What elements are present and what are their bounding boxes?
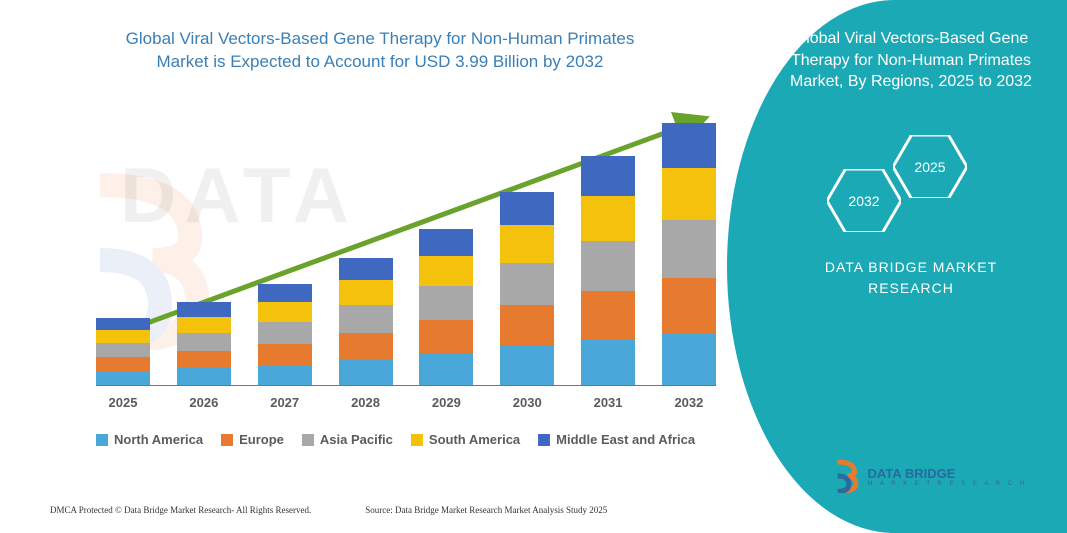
segment-north-america (96, 371, 150, 385)
segment-north-america (339, 360, 393, 385)
segment-middle-east-and-africa (662, 123, 716, 168)
footer-copyright: DMCA Protected © Data Bridge Market Rese… (50, 505, 311, 515)
brand-logo-sub: M A R K E T R E S E A R C H (868, 481, 1027, 487)
segment-north-america (500, 345, 554, 385)
legend-item-south-america: South America (411, 432, 520, 447)
legend-swatch (538, 434, 550, 446)
segment-middle-east-and-africa (258, 284, 312, 302)
segment-south-america (581, 196, 635, 241)
side-brand-line1: DATA BRIDGE MARKET (775, 257, 1047, 278)
legend-swatch (302, 434, 314, 446)
segment-south-america (662, 168, 716, 220)
hex-label-2025: 2025 (914, 159, 945, 175)
legend-item-middle-east-and-africa: Middle East and Africa (538, 432, 695, 447)
segment-asia-pacific (500, 263, 554, 305)
side-panel: Global Viral Vectors-Based Gene Therapy … (727, 0, 1067, 533)
x-label: 2031 (581, 395, 635, 410)
x-label: 2028 (339, 395, 393, 410)
footer-source: Source: Data Bridge Market Research Mark… (365, 505, 607, 515)
hex-label-2032: 2032 (848, 193, 879, 209)
bar-2025 (96, 318, 150, 385)
legend-item-europe: Europe (221, 432, 284, 447)
legend-label: South America (429, 432, 520, 447)
segment-asia-pacific (339, 305, 393, 333)
bar-2028 (339, 258, 393, 385)
bar-2030 (500, 192, 554, 385)
segment-europe (96, 357, 150, 371)
x-axis-labels: 2025 2026 2027 2028 2029 2030 2031 2032 (96, 395, 716, 410)
segment-middle-east-and-africa (500, 192, 554, 225)
segment-north-america (581, 339, 635, 385)
segment-south-america (96, 330, 150, 343)
chart-title: Global Viral Vectors-Based Gene Therapy … (0, 0, 760, 74)
segment-asia-pacific (419, 286, 473, 320)
segment-asia-pacific (258, 322, 312, 344)
legend-label: North America (114, 432, 203, 447)
segment-south-america (419, 256, 473, 286)
footer: DMCA Protected © Data Bridge Market Rese… (50, 505, 750, 515)
brand-logo-icon (832, 459, 860, 493)
x-label: 2029 (419, 395, 473, 410)
x-label: 2032 (662, 395, 716, 410)
hexagon-group: 2032 2025 (775, 121, 1047, 251)
segment-middle-east-and-africa (339, 258, 393, 280)
chart-container: 2025 2026 2027 2028 2029 2030 2031 2032 (96, 110, 716, 410)
bar-2032 (662, 123, 716, 385)
legend: North America Europe Asia Pacific South Ame… (96, 432, 716, 447)
side-panel-title: Global Viral Vectors-Based Gene Therapy … (775, 28, 1047, 93)
segment-europe (419, 320, 473, 353)
x-label: 2026 (177, 395, 231, 410)
segment-asia-pacific (662, 220, 716, 278)
x-label: 2025 (96, 395, 150, 410)
x-label: 2027 (258, 395, 312, 410)
segment-south-america (500, 225, 554, 263)
segment-middle-east-and-africa (419, 229, 473, 256)
segment-europe (500, 305, 554, 345)
segment-middle-east-and-africa (96, 318, 150, 330)
main-chart-area: DATA Global Viral Vectors-Based Gene The… (0, 0, 760, 533)
bars-row (96, 126, 716, 386)
legend-label: Europe (239, 432, 284, 447)
bar-2031 (581, 156, 635, 385)
segment-north-america (662, 333, 716, 385)
segment-asia-pacific (96, 343, 150, 357)
segment-north-america (419, 353, 473, 385)
segment-europe (662, 278, 716, 333)
segment-north-america (177, 368, 231, 385)
segment-europe (177, 351, 231, 368)
segment-europe (339, 333, 393, 360)
side-brand-line2: RESEARCH (775, 278, 1047, 299)
segment-middle-east-and-africa (581, 156, 635, 196)
legend-label: Middle East and Africa (556, 432, 695, 447)
segment-south-america (339, 280, 393, 305)
segment-north-america (258, 365, 312, 385)
segment-south-america (177, 317, 231, 333)
segment-asia-pacific (177, 333, 231, 351)
segment-asia-pacific (581, 241, 635, 291)
side-brand: DATA BRIDGE MARKET RESEARCH (775, 257, 1047, 299)
legend-item-north-america: North America (96, 432, 203, 447)
legend-swatch (411, 434, 423, 446)
legend-label: Asia Pacific (320, 432, 393, 447)
brand-logo: DATA BRIDGE M A R K E T R E S E A R C H (832, 459, 1027, 493)
legend-swatch (96, 434, 108, 446)
legend-swatch (221, 434, 233, 446)
bar-2026 (177, 302, 231, 385)
segment-south-america (258, 302, 312, 322)
bar-2029 (419, 229, 473, 385)
brand-logo-main: DATA BRIDGE (868, 466, 956, 481)
bar-2027 (258, 284, 312, 385)
segment-europe (258, 344, 312, 365)
segment-middle-east-and-africa (177, 302, 231, 317)
segment-europe (581, 291, 635, 339)
hexagon-2032: 2032 (827, 169, 901, 233)
hexagon-2025: 2025 (893, 135, 967, 199)
x-label: 2030 (500, 395, 554, 410)
legend-item-asia-pacific: Asia Pacific (302, 432, 393, 447)
